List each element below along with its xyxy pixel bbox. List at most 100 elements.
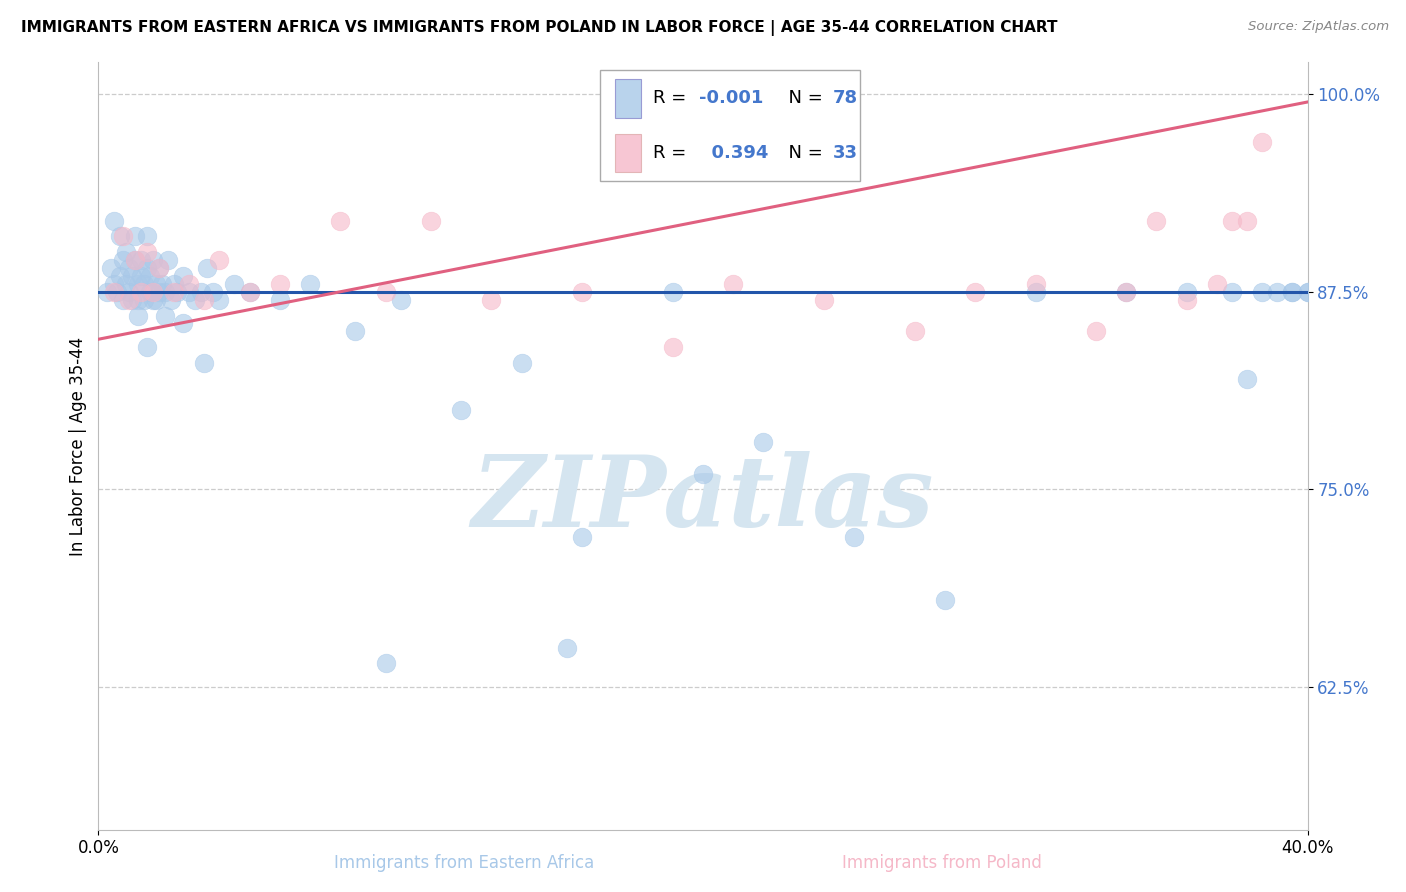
Text: 33: 33 bbox=[832, 144, 858, 162]
Point bbox=[114, 245, 136, 260]
Point bbox=[103, 213, 125, 227]
Point bbox=[150, 277, 173, 291]
Point bbox=[374, 285, 396, 299]
Point bbox=[224, 277, 246, 291]
Point bbox=[661, 340, 683, 354]
Text: IMMIGRANTS FROM EASTERN AFRICA VS IMMIGRANTS FROM POLAND IN LABOR FORCE | AGE 35: IMMIGRANTS FROM EASTERN AFRICA VS IMMIGR… bbox=[21, 20, 1057, 36]
Point bbox=[723, 277, 745, 291]
Point bbox=[132, 277, 155, 291]
Point bbox=[127, 309, 149, 323]
Point bbox=[103, 285, 125, 299]
Text: R =: R = bbox=[654, 144, 692, 162]
Point bbox=[1144, 213, 1167, 227]
Point bbox=[813, 293, 835, 307]
Text: Immigrants from Poland: Immigrants from Poland bbox=[842, 855, 1042, 872]
Text: 78: 78 bbox=[832, 89, 858, 108]
Point bbox=[661, 285, 683, 299]
Point bbox=[96, 285, 118, 299]
Point bbox=[121, 268, 143, 283]
Text: R =: R = bbox=[654, 89, 692, 108]
Point bbox=[934, 593, 956, 607]
Point bbox=[166, 285, 188, 299]
Point bbox=[1236, 372, 1258, 386]
Point bbox=[100, 261, 122, 276]
Point bbox=[179, 277, 201, 291]
Text: -0.001: -0.001 bbox=[699, 89, 763, 108]
Point bbox=[153, 309, 176, 323]
Text: Source: ZipAtlas.com: Source: ZipAtlas.com bbox=[1249, 20, 1389, 33]
Point bbox=[1296, 285, 1319, 299]
FancyBboxPatch shape bbox=[614, 79, 641, 118]
Point bbox=[142, 293, 165, 307]
Point bbox=[124, 253, 146, 268]
Point bbox=[1267, 285, 1289, 299]
Point bbox=[1175, 285, 1198, 299]
Point bbox=[111, 253, 134, 268]
Point bbox=[145, 293, 167, 307]
Point bbox=[269, 293, 291, 307]
Point bbox=[1085, 324, 1108, 338]
Point bbox=[179, 285, 201, 299]
Point bbox=[108, 268, 131, 283]
Point bbox=[127, 277, 149, 291]
Point bbox=[450, 403, 472, 417]
FancyBboxPatch shape bbox=[600, 70, 860, 181]
Point bbox=[129, 285, 152, 299]
Point bbox=[139, 285, 162, 299]
Point bbox=[1281, 285, 1303, 299]
Point bbox=[172, 268, 194, 283]
Point bbox=[118, 261, 141, 276]
Point bbox=[129, 268, 152, 283]
Point bbox=[172, 317, 194, 331]
Point bbox=[103, 277, 125, 291]
Point bbox=[153, 285, 176, 299]
Point bbox=[269, 277, 291, 291]
Point bbox=[1251, 135, 1274, 149]
Point bbox=[1115, 285, 1137, 299]
Text: ZIPatlas: ZIPatlas bbox=[472, 451, 934, 548]
Point bbox=[135, 229, 157, 244]
Point bbox=[904, 324, 927, 338]
Point bbox=[1220, 213, 1243, 227]
Point bbox=[481, 293, 503, 307]
Point bbox=[752, 435, 775, 450]
Point bbox=[135, 261, 157, 276]
Point bbox=[127, 293, 149, 307]
Text: Immigrants from Eastern Africa: Immigrants from Eastern Africa bbox=[333, 855, 595, 872]
Point bbox=[148, 261, 170, 276]
FancyBboxPatch shape bbox=[614, 134, 641, 172]
Point bbox=[510, 356, 533, 370]
Point bbox=[148, 261, 170, 276]
Point bbox=[374, 657, 396, 671]
Point bbox=[193, 293, 215, 307]
Point bbox=[118, 293, 141, 307]
Point bbox=[124, 229, 146, 244]
Point bbox=[239, 285, 262, 299]
Y-axis label: In Labor Force | Age 35-44: In Labor Force | Age 35-44 bbox=[69, 336, 87, 556]
Point bbox=[844, 530, 866, 544]
Point bbox=[1251, 285, 1274, 299]
Point bbox=[555, 640, 578, 655]
Text: 0.394: 0.394 bbox=[699, 144, 769, 162]
Text: N =: N = bbox=[776, 89, 828, 108]
Point bbox=[160, 293, 183, 307]
Point bbox=[571, 285, 593, 299]
Point bbox=[121, 293, 143, 307]
Point bbox=[1206, 277, 1229, 291]
Point bbox=[105, 285, 128, 299]
Point bbox=[156, 253, 179, 268]
Text: N =: N = bbox=[776, 144, 828, 162]
Point bbox=[108, 229, 131, 244]
Point bbox=[163, 277, 186, 291]
Point bbox=[692, 467, 714, 481]
Point bbox=[202, 285, 225, 299]
Point bbox=[129, 253, 152, 268]
Point bbox=[190, 285, 212, 299]
Point bbox=[1296, 285, 1319, 299]
Point bbox=[111, 293, 134, 307]
Point bbox=[299, 277, 322, 291]
Point bbox=[1281, 285, 1303, 299]
Point bbox=[1236, 213, 1258, 227]
Point bbox=[145, 277, 167, 291]
Point bbox=[1024, 285, 1046, 299]
